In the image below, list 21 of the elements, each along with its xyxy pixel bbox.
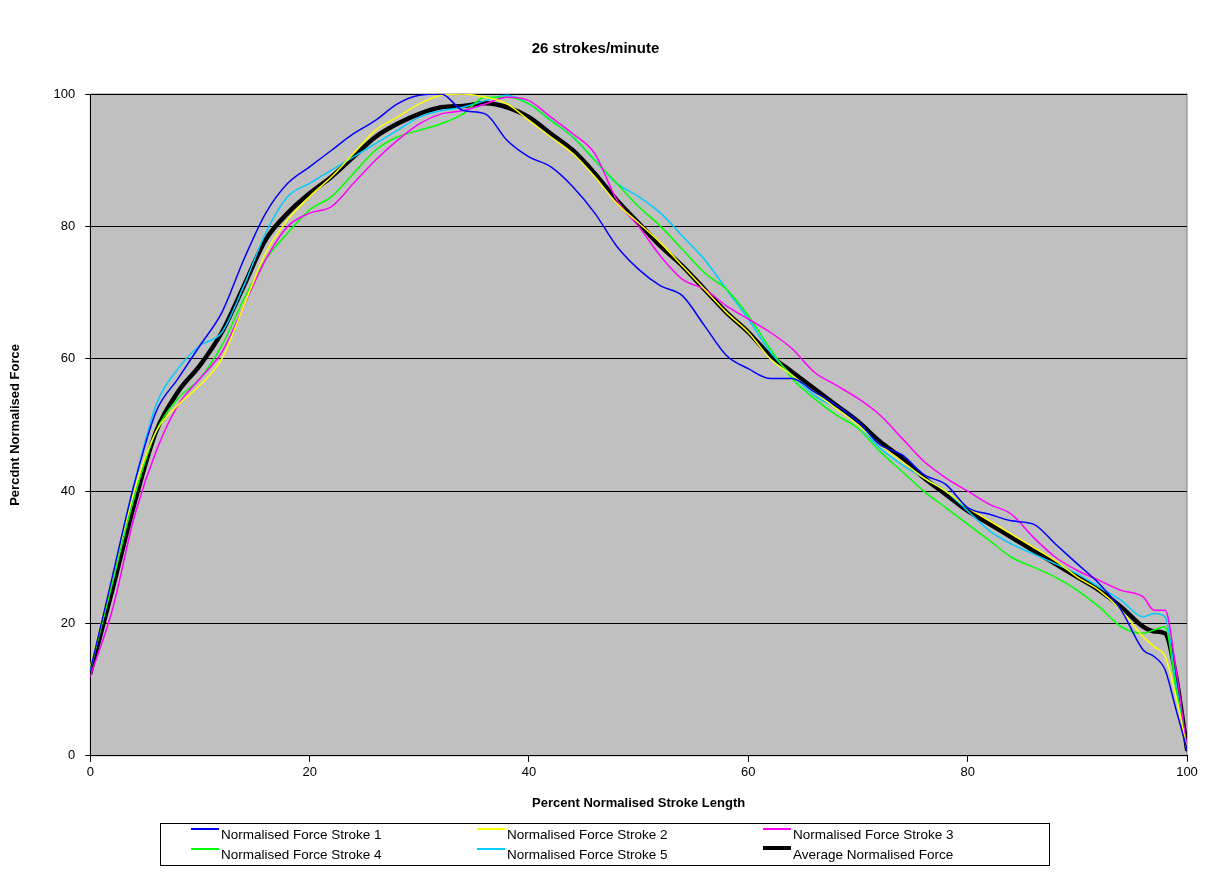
- chart-title: 26 strokes/minute: [531, 39, 660, 57]
- x-tick-label: 20: [302, 764, 317, 780]
- x-tick-label: 80: [960, 764, 975, 780]
- y-tick-label: 80: [60, 217, 76, 233]
- y-tick-label: 20: [60, 615, 76, 631]
- x-tick-label: 0: [86, 764, 94, 780]
- y-tick-label: 100: [53, 85, 76, 101]
- y-tick-label: 40: [60, 482, 76, 498]
- x-tick-label: 60: [741, 764, 756, 780]
- y-tick-label: 60: [60, 350, 76, 366]
- x-tick-label: 100: [1176, 764, 1198, 780]
- y-tick-label: 0: [68, 747, 76, 763]
- legend-label: Average Normalised Force: [793, 847, 954, 862]
- legend-label: Normalised Force Stroke 5: [507, 847, 668, 862]
- legend-label: Normalised Force Stroke 4: [221, 847, 382, 862]
- x-tick-label: 40: [521, 764, 537, 780]
- x-axis-title: Percent Normalised Stroke Length: [532, 794, 746, 810]
- legend-label: Normalised Force Stroke 3: [793, 827, 954, 842]
- legend-label: Normalised Force Stroke 2: [507, 827, 668, 842]
- y-axis-title: Percdnt Normalised Force: [7, 343, 23, 506]
- legend-label: Normalised Force Stroke 1: [221, 827, 382, 842]
